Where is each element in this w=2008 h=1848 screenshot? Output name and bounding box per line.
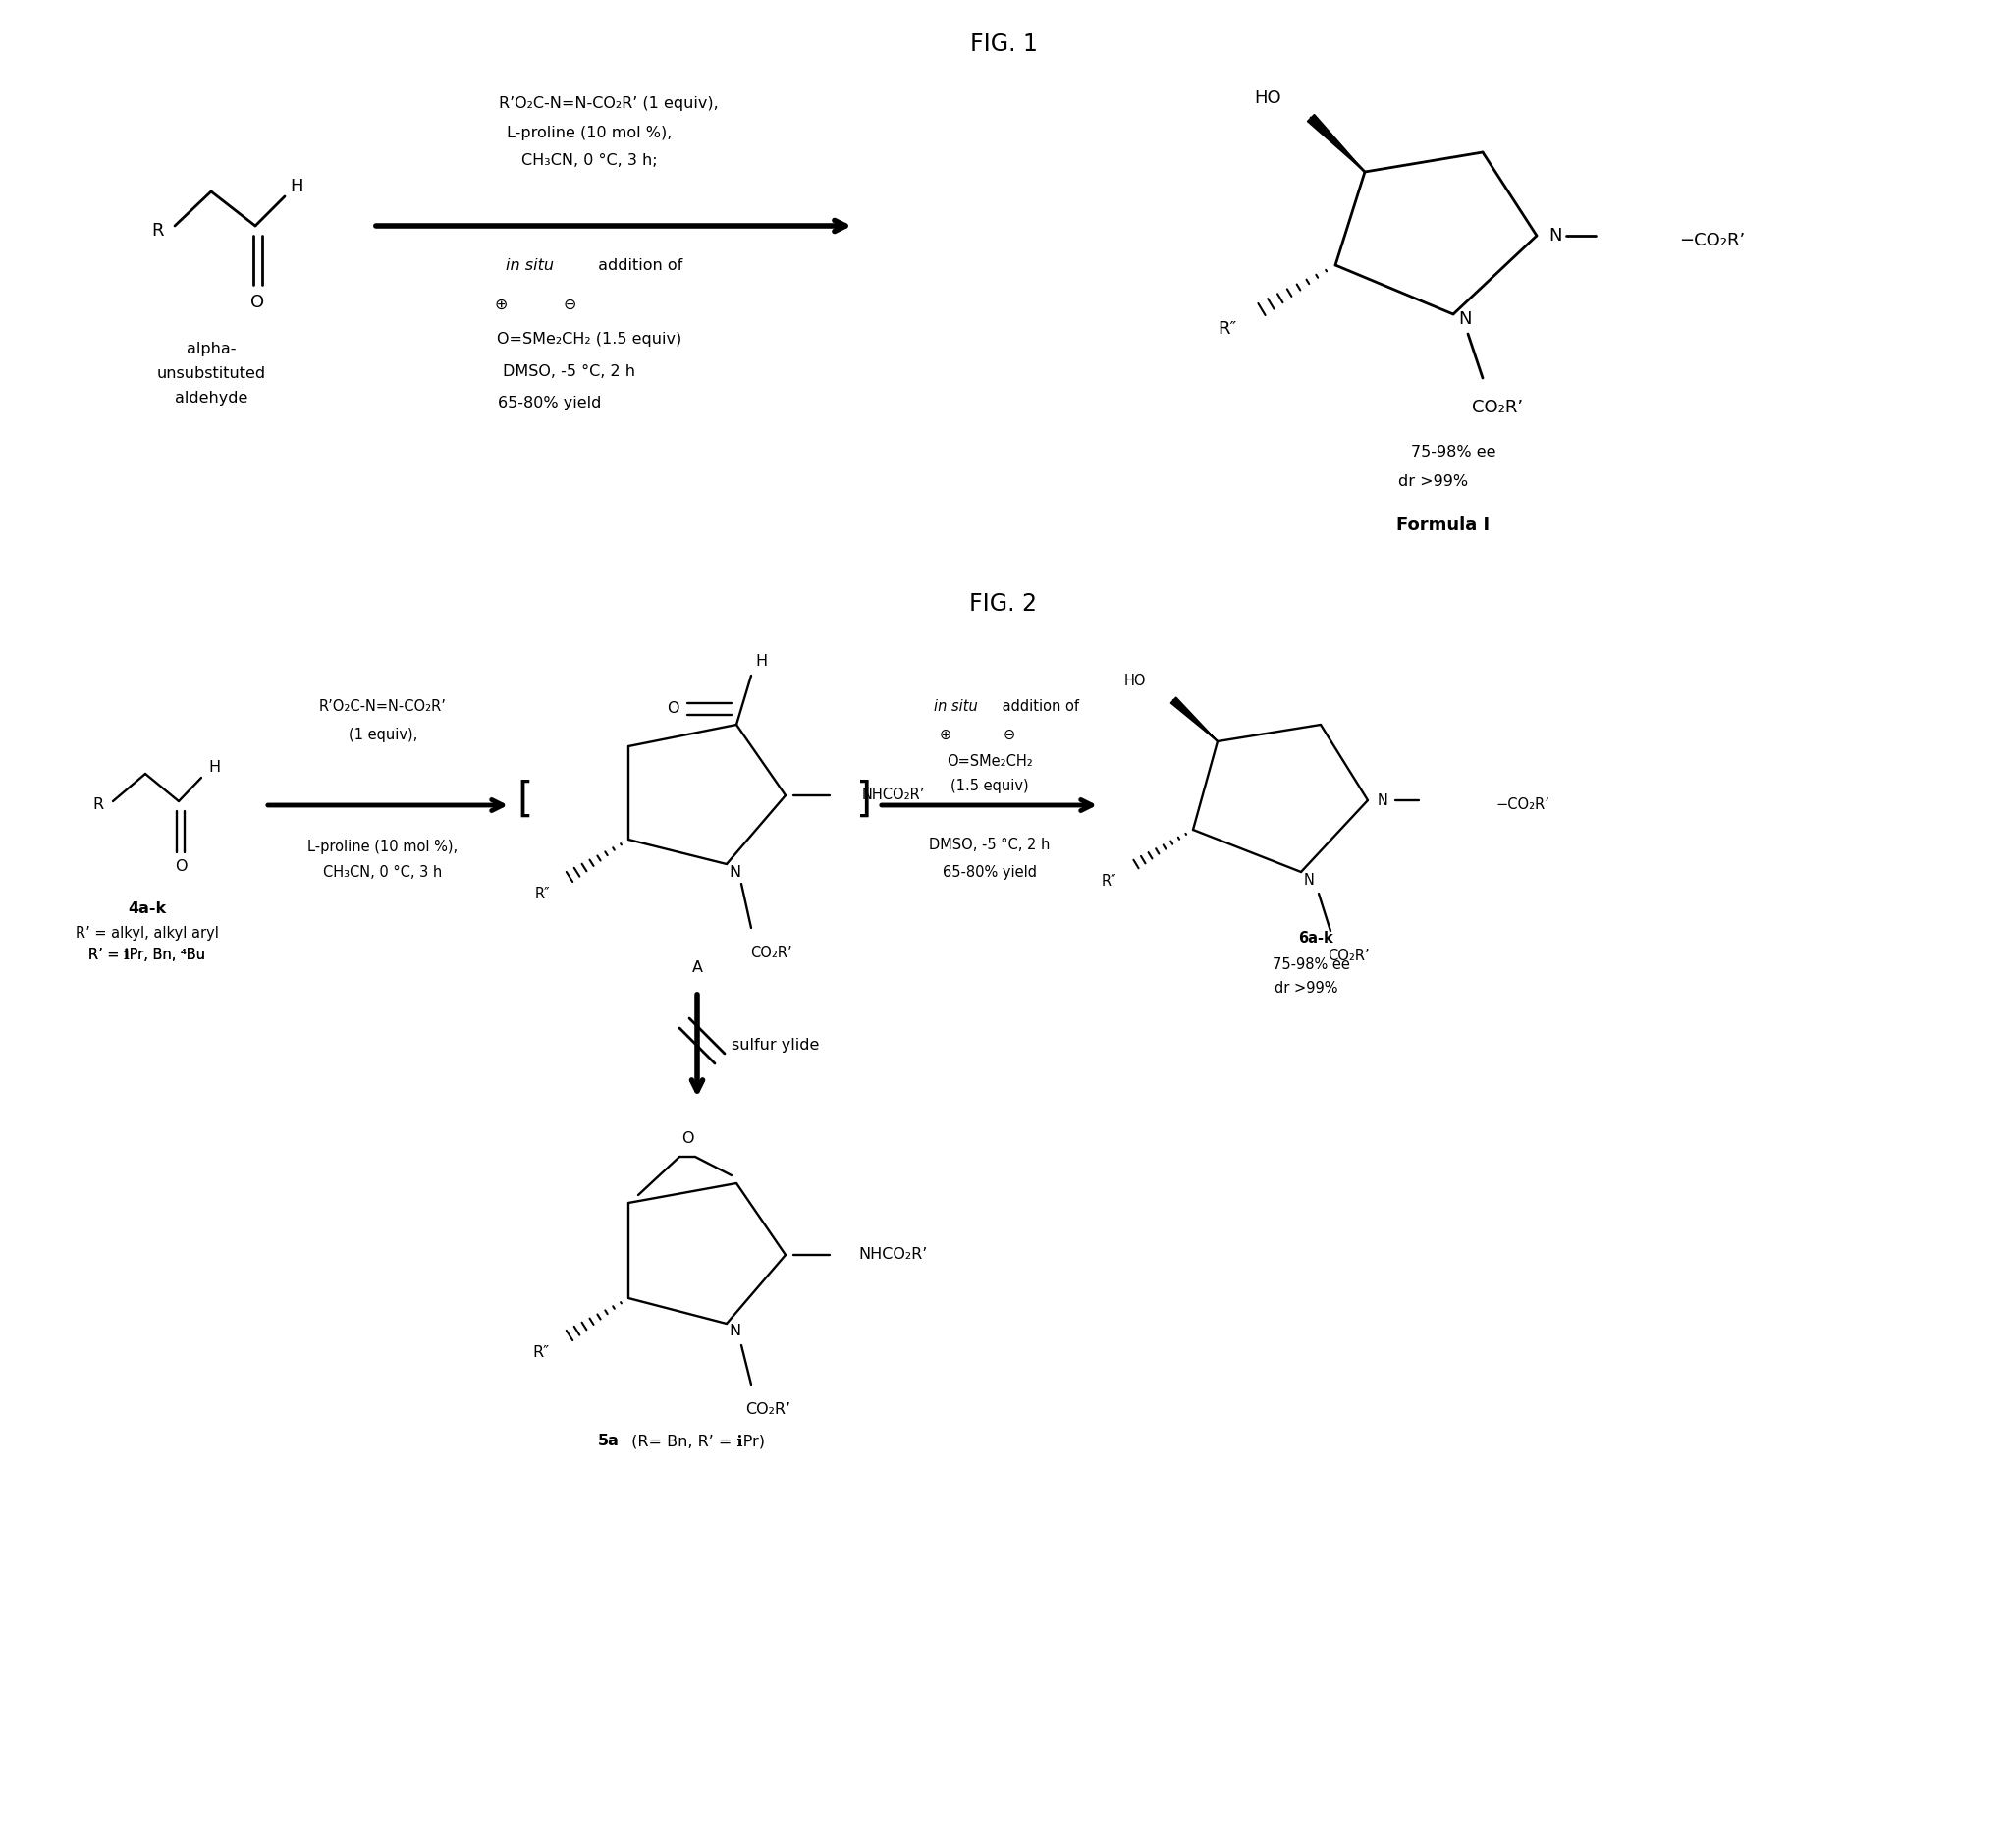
Text: N: N <box>729 865 741 880</box>
Text: O: O <box>681 1131 693 1146</box>
Text: ]: ] <box>855 780 871 821</box>
Text: aldehyde: aldehyde <box>175 390 247 405</box>
Text: dr >99%: dr >99% <box>1275 981 1337 996</box>
Text: −CO₂R’: −CO₂R’ <box>1496 798 1550 813</box>
Text: N: N <box>1303 872 1313 887</box>
Text: CO₂R’: CO₂R’ <box>1472 399 1522 416</box>
Text: addition of: addition of <box>998 700 1080 715</box>
Text: R’O₂C-N=N-CO₂R’ (1 equiv),: R’O₂C-N=N-CO₂R’ (1 equiv), <box>498 96 719 111</box>
Text: [: [ <box>518 780 534 821</box>
Text: L-proline (10 mol %),: L-proline (10 mol %), <box>506 126 673 140</box>
Text: 6a-k: 6a-k <box>1299 930 1333 944</box>
Text: DMSO, -5 °C, 2 h: DMSO, -5 °C, 2 h <box>930 837 1050 852</box>
Text: DMSO, -5 °C, 2 h: DMSO, -5 °C, 2 h <box>504 364 637 379</box>
Text: O: O <box>251 294 265 310</box>
Polygon shape <box>1307 115 1365 172</box>
Text: 4a-k: 4a-k <box>129 902 167 915</box>
Polygon shape <box>1171 697 1217 741</box>
Text: CO₂R’: CO₂R’ <box>1327 948 1369 963</box>
Text: H: H <box>209 761 221 776</box>
Text: in situ: in situ <box>506 257 554 272</box>
Text: L-proline (10 mol %),: L-proline (10 mol %), <box>307 839 458 854</box>
Text: ⊖: ⊖ <box>1004 726 1016 741</box>
Text: R’ = ℹPr, Bn, ⁴Bu: R’ = ℹPr, Bn, ⁴Bu <box>88 946 205 961</box>
Text: ⊕: ⊕ <box>494 298 508 312</box>
Text: HO: HO <box>1255 89 1281 107</box>
Text: ⊖: ⊖ <box>562 298 576 312</box>
Text: R’ = ℹPr, Bn, ⁴Bu: R’ = ℹPr, Bn, ⁴Bu <box>88 946 205 961</box>
Text: R″: R″ <box>532 1345 550 1360</box>
Text: 65-80% yield: 65-80% yield <box>498 395 602 410</box>
Text: O: O <box>175 859 187 874</box>
Text: 75-98% ee: 75-98% ee <box>1273 957 1349 972</box>
Text: FIG. 2: FIG. 2 <box>970 591 1038 615</box>
Text: addition of: addition of <box>594 257 683 272</box>
Text: R’O₂C-N=N-CO₂R’: R’O₂C-N=N-CO₂R’ <box>319 700 446 715</box>
Text: FIG. 1: FIG. 1 <box>970 33 1038 55</box>
Text: N: N <box>1377 793 1388 808</box>
Text: HO: HO <box>1124 673 1147 687</box>
Text: R″: R″ <box>1100 874 1116 889</box>
Text: (1 equiv),: (1 equiv), <box>349 726 418 741</box>
Text: Formula I: Formula I <box>1398 516 1490 534</box>
Text: 65-80% yield: 65-80% yield <box>942 865 1036 880</box>
Text: O=SMe₂CH₂ (1.5 equiv): O=SMe₂CH₂ (1.5 equiv) <box>496 331 681 346</box>
Text: dr >99%: dr >99% <box>1400 473 1468 488</box>
Text: alpha-: alpha- <box>187 342 235 357</box>
Text: NHCO₂R’: NHCO₂R’ <box>861 787 926 802</box>
Text: CH₃CN, 0 °C, 3 h: CH₃CN, 0 °C, 3 h <box>323 865 442 880</box>
Text: 5a: 5a <box>598 1434 620 1449</box>
Text: N: N <box>1548 227 1562 244</box>
Text: R: R <box>151 222 163 240</box>
Text: in situ: in situ <box>934 700 978 715</box>
Text: 75-98% ee: 75-98% ee <box>1412 444 1496 458</box>
Text: sulfur ylide: sulfur ylide <box>731 1039 819 1053</box>
Text: R: R <box>92 798 104 813</box>
Text: CO₂R’: CO₂R’ <box>745 1403 791 1417</box>
Text: NHCO₂R’: NHCO₂R’ <box>859 1247 928 1262</box>
Text: R″: R″ <box>1219 320 1237 338</box>
Text: R’ = alkyl, alkyl aryl: R’ = alkyl, alkyl aryl <box>76 926 219 941</box>
Text: N: N <box>729 1325 741 1338</box>
Text: (1.5 equiv): (1.5 equiv) <box>950 778 1028 793</box>
Text: O: O <box>667 702 679 717</box>
Text: R″: R″ <box>534 887 550 902</box>
Text: −CO₂R’: −CO₂R’ <box>1679 231 1745 249</box>
Text: CO₂R’: CO₂R’ <box>749 944 791 959</box>
Text: A: A <box>691 959 703 974</box>
Text: CH₃CN, 0 °C, 3 h;: CH₃CN, 0 °C, 3 h; <box>522 153 657 168</box>
Text: (R= Bn, R’ = ℹPr): (R= Bn, R’ = ℹPr) <box>626 1434 765 1449</box>
Text: unsubstituted: unsubstituted <box>157 366 265 381</box>
Text: N: N <box>1458 310 1472 327</box>
Text: O=SMe₂CH₂: O=SMe₂CH₂ <box>946 754 1032 769</box>
Text: H: H <box>755 654 767 669</box>
Text: H: H <box>289 177 303 196</box>
Text: ⊕: ⊕ <box>940 726 952 741</box>
